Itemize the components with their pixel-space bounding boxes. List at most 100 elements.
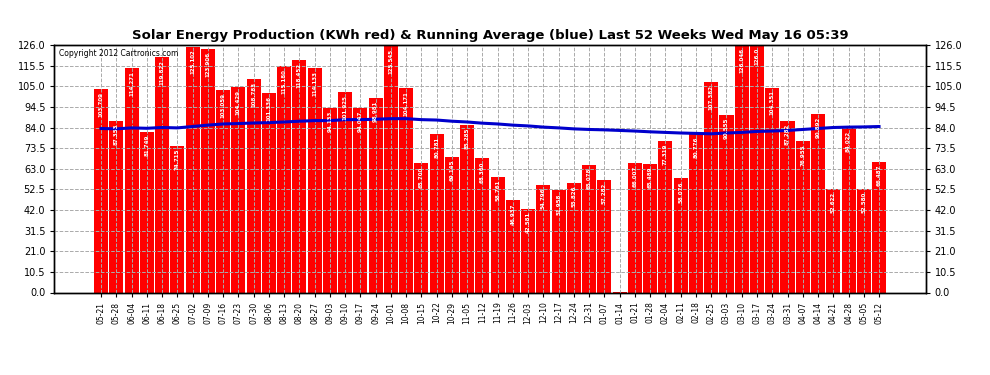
- Bar: [170, 146, 184, 292]
- Text: 68.360: 68.360: [480, 161, 485, 183]
- Text: 58.761: 58.761: [495, 180, 500, 201]
- Text: 101.925: 101.925: [343, 95, 347, 120]
- Text: 57.282: 57.282: [602, 183, 607, 204]
- Bar: [750, 45, 764, 292]
- Bar: [353, 108, 367, 292]
- Bar: [261, 93, 276, 292]
- Bar: [856, 189, 871, 292]
- Text: 104.171: 104.171: [404, 91, 409, 116]
- Text: 101.336: 101.336: [266, 96, 271, 122]
- Bar: [537, 185, 550, 292]
- Text: 52.622: 52.622: [831, 192, 836, 213]
- Text: 103.059: 103.059: [221, 93, 226, 118]
- Bar: [765, 87, 779, 292]
- Text: 42.581: 42.581: [526, 212, 531, 233]
- Text: 104.351: 104.351: [770, 90, 775, 116]
- Text: 65.078: 65.078: [587, 168, 592, 189]
- Bar: [674, 178, 688, 292]
- Text: 51.958: 51.958: [556, 194, 561, 215]
- Bar: [185, 47, 200, 292]
- Bar: [430, 134, 444, 292]
- Text: 81.749: 81.749: [145, 135, 149, 156]
- Bar: [827, 189, 841, 292]
- Text: 46.937: 46.937: [511, 203, 516, 225]
- Bar: [475, 158, 489, 292]
- Text: Copyright 2012 Cartronics.com: Copyright 2012 Cartronics.com: [58, 49, 178, 58]
- Title: Solar Energy Production (KWh red) & Running Average (blue) Last 52 Weeks Wed May: Solar Energy Production (KWh red) & Runn…: [132, 30, 848, 42]
- Text: 58.076: 58.076: [678, 182, 683, 203]
- Bar: [94, 89, 108, 292]
- Bar: [735, 45, 748, 292]
- Bar: [399, 88, 413, 292]
- Text: 114.133: 114.133: [312, 71, 317, 96]
- Text: 65.700: 65.700: [419, 166, 424, 188]
- Text: 77.319: 77.319: [663, 144, 668, 165]
- Text: 123.906: 123.906: [205, 52, 210, 77]
- Text: 126.0: 126.0: [754, 48, 759, 65]
- Bar: [125, 68, 139, 292]
- Bar: [811, 114, 825, 292]
- Text: 85.285: 85.285: [464, 128, 469, 149]
- Text: 69.145: 69.145: [449, 160, 454, 181]
- Bar: [704, 82, 719, 292]
- Text: 119.822: 119.822: [159, 60, 164, 85]
- Text: 125.545: 125.545: [388, 49, 393, 74]
- Text: 74.715: 74.715: [175, 148, 180, 170]
- Bar: [506, 200, 520, 292]
- Bar: [689, 134, 703, 292]
- Bar: [445, 157, 459, 292]
- Bar: [384, 46, 398, 292]
- Bar: [780, 121, 795, 292]
- Bar: [277, 66, 291, 292]
- Bar: [582, 165, 596, 292]
- Bar: [842, 128, 855, 292]
- Bar: [597, 180, 612, 292]
- Bar: [155, 57, 169, 292]
- Text: 98.981: 98.981: [373, 101, 378, 122]
- Text: 125.102: 125.102: [190, 50, 195, 75]
- Bar: [567, 183, 581, 292]
- Bar: [521, 209, 536, 292]
- Bar: [551, 190, 565, 292]
- Bar: [415, 164, 429, 292]
- Text: 84.022: 84.022: [846, 130, 851, 152]
- Text: 103.709: 103.709: [99, 92, 104, 117]
- Bar: [628, 163, 642, 292]
- Bar: [872, 162, 886, 292]
- Bar: [216, 90, 230, 292]
- Text: 80.781: 80.781: [435, 137, 440, 158]
- Text: 65.489: 65.489: [647, 167, 652, 188]
- Text: 66.487: 66.487: [876, 165, 881, 186]
- Text: 52.580: 52.580: [861, 192, 866, 213]
- Text: 104.429: 104.429: [236, 90, 241, 116]
- Text: 126.046: 126.046: [740, 48, 744, 73]
- Bar: [796, 141, 810, 292]
- Text: 87.282: 87.282: [785, 124, 790, 145]
- Bar: [292, 60, 306, 292]
- Bar: [658, 141, 672, 292]
- Bar: [323, 108, 337, 292]
- Text: 87.353: 87.353: [114, 124, 119, 146]
- Text: 115.180: 115.180: [281, 69, 287, 94]
- Bar: [720, 115, 734, 292]
- Bar: [232, 87, 246, 292]
- Text: 108.783: 108.783: [251, 82, 256, 107]
- Bar: [247, 79, 260, 292]
- Text: 76.955: 76.955: [800, 144, 805, 166]
- Bar: [460, 125, 474, 292]
- Bar: [491, 177, 505, 292]
- Text: 118.452: 118.452: [297, 63, 302, 88]
- Bar: [140, 132, 153, 292]
- Text: 90.555: 90.555: [724, 118, 729, 139]
- Text: 94.133: 94.133: [328, 111, 333, 132]
- Bar: [368, 98, 383, 292]
- Bar: [308, 68, 322, 292]
- Text: 66.007: 66.007: [633, 166, 638, 187]
- Text: 80.776: 80.776: [693, 137, 699, 158]
- Text: 55.826: 55.826: [571, 186, 576, 207]
- Bar: [644, 164, 657, 292]
- Text: 90.892: 90.892: [816, 117, 821, 138]
- Bar: [201, 49, 215, 292]
- Text: 94.047: 94.047: [358, 111, 363, 132]
- Bar: [109, 121, 124, 292]
